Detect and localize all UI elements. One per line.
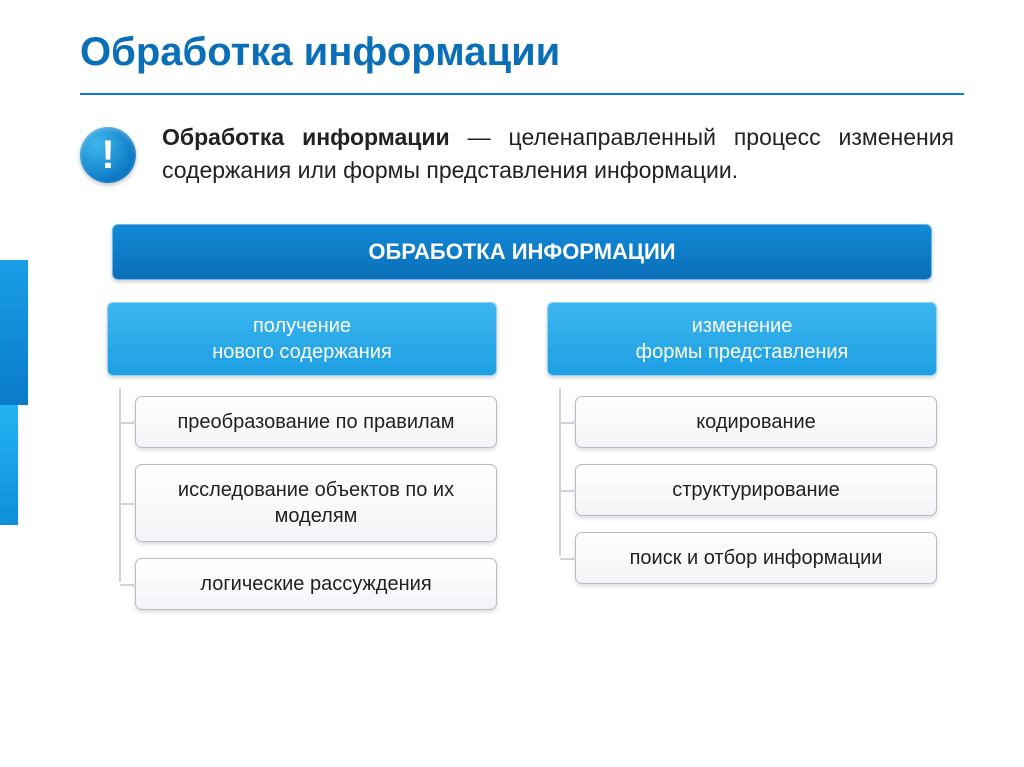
exclamation-icon: ! [80, 127, 136, 183]
diagram-columns: получениенового содержания преобразовани… [80, 302, 964, 626]
col-head-left: получениенового содержания [107, 302, 497, 376]
leaf-wrap-right: кодирование структурирование поиск и отб… [547, 396, 937, 584]
definition-row: ! Обработка информации — целенаправленны… [80, 121, 964, 188]
title-rule [80, 93, 964, 95]
diagram-root: ОБРАБОТКА ИНФОРМАЦИИ [112, 224, 932, 280]
diagram-col-left: получениенового содержания преобразовани… [107, 302, 497, 626]
definition-term: Обработка информации [162, 124, 450, 150]
definition-dash: — [450, 124, 509, 150]
leaf-left-1: исследование объектов по их моделям [135, 464, 497, 542]
diagram: ОБРАБОТКА ИНФОРМАЦИИ получениенового сод… [80, 224, 964, 626]
side-accent-bar [0, 260, 28, 405]
diagram-col-right: изменениеформы представления кодирование… [547, 302, 937, 626]
col-head-right: изменениеформы представления [547, 302, 937, 376]
leaf-right-1: структурирование [575, 464, 937, 516]
side-accent-bar-2 [0, 405, 18, 525]
leaf-right-2: поиск и отбор информации [575, 532, 937, 584]
leaf-left-2: логические рассуждения [135, 558, 497, 610]
leaf-right-0: кодирование [575, 396, 937, 448]
definition-text: Обработка информации — целенаправленный … [162, 121, 954, 188]
exclamation-glyph: ! [101, 133, 114, 178]
connector-vline-right [559, 388, 561, 556]
connector-vline-left [119, 388, 121, 582]
slide-container: Обработка информации ! Обработка информа… [0, 0, 1024, 656]
page-title: Обработка информации [80, 30, 964, 75]
leaf-wrap-left: преобразование по правилам исследование … [107, 396, 497, 610]
leaf-left-0: преобразование по правилам [135, 396, 497, 448]
